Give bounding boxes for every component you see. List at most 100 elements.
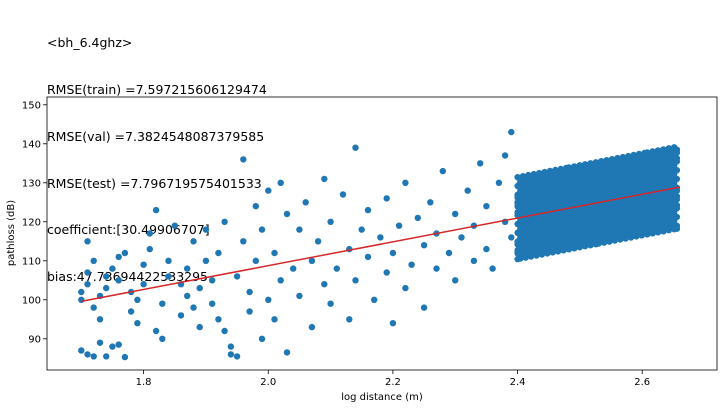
- x-tick-label: 1.8: [136, 377, 152, 388]
- scatter-point: [514, 194, 521, 201]
- scatter-point: [549, 240, 556, 247]
- scatter-point: [587, 227, 594, 234]
- scatter-point: [635, 153, 643, 161]
- scatter-point: [592, 159, 600, 166]
- scatter-point: [584, 175, 591, 182]
- scatter-point: [617, 180, 624, 188]
- x-tick-label: 2.6: [634, 377, 650, 388]
- scatter-point: [514, 203, 521, 210]
- scatter-point: [389, 320, 397, 327]
- scatter-point: [662, 151, 670, 158]
- scatter-point: [608, 214, 616, 221]
- scatter-point: [592, 197, 600, 204]
- scatter-point: [660, 193, 667, 200]
- scatter-point: [271, 249, 278, 257]
- scatter-point: [536, 172, 543, 180]
- scatter-point: [592, 188, 600, 195]
- scatter-point: [606, 191, 613, 198]
- scatter-point: [563, 196, 570, 204]
- scatter-point: [590, 203, 597, 210]
- scatter-point: [514, 174, 521, 181]
- scatter-point: [657, 161, 664, 168]
- scatter-point: [563, 243, 570, 251]
- scatter-point: [265, 187, 272, 194]
- y-tick-label: 150: [22, 100, 41, 111]
- scatter-point: [652, 179, 659, 187]
- scatter-point: [627, 169, 635, 177]
- scatter-point: [598, 216, 605, 223]
- scatter-point: [420, 242, 428, 249]
- scatter-point: [522, 225, 529, 232]
- scatter-point: [560, 220, 567, 228]
- scatter-point: [209, 277, 216, 284]
- scatter-point: [568, 187, 575, 194]
- scatter-point: [538, 242, 546, 249]
- scatter-point: [544, 241, 551, 248]
- scatter-point: [134, 320, 141, 327]
- scatter-point: [625, 202, 632, 209]
- scatter-point: [508, 128, 515, 136]
- scatter-point: [549, 193, 556, 200]
- scatter-point: [414, 214, 421, 222]
- scatter-point: [646, 172, 654, 179]
- scatter-point: [565, 173, 573, 180]
- scatter-point: [673, 149, 681, 156]
- scatter-point: [660, 175, 667, 182]
- scatter-point: [177, 312, 185, 319]
- scatter-point: [514, 241, 521, 248]
- scatter-point: [622, 217, 629, 225]
- scatter-point: [638, 197, 645, 204]
- x-tick-label: 2.2: [385, 377, 401, 388]
- scatter-point: [115, 277, 122, 284]
- scatter-point: [146, 245, 153, 253]
- scatter-point: [227, 351, 235, 358]
- scatter-point: [215, 316, 222, 323]
- scatter-point: [595, 202, 602, 209]
- scatter-point: [652, 209, 659, 216]
- scatter-point: [654, 185, 662, 192]
- scatter-point: [433, 265, 440, 272]
- scatter-point: [627, 216, 635, 224]
- scatter-point: [627, 225, 635, 232]
- scatter-point: [635, 221, 643, 228]
- scatter-point: [327, 300, 334, 307]
- scatter-point: [525, 183, 532, 190]
- scatter-point: [563, 234, 570, 242]
- scatter-point: [321, 281, 328, 288]
- scatter-point: [573, 194, 581, 202]
- scatter-point: [646, 180, 654, 188]
- scatter-point: [573, 177, 581, 184]
- scatter-point: [622, 170, 629, 178]
- scatter-point: [296, 226, 303, 233]
- scatter-point: [140, 261, 147, 268]
- scatter-point: [668, 159, 675, 166]
- scatter-point: [649, 195, 656, 202]
- scatter-point: [525, 230, 532, 237]
- scatter-point: [638, 205, 645, 213]
- scatter-point: [408, 261, 415, 268]
- scatter-point: [590, 212, 597, 219]
- scatter-point: [571, 210, 578, 217]
- scatter-point: [571, 218, 578, 226]
- scatter-point: [568, 225, 575, 232]
- scatter-point: [595, 164, 602, 171]
- scatter-point: [277, 179, 284, 186]
- scatter-point: [78, 347, 85, 354]
- scatter-point: [587, 198, 594, 205]
- scatter-point: [109, 343, 116, 350]
- scatter-point: [517, 217, 524, 224]
- scatter-point: [614, 166, 621, 173]
- scatter-point: [445, 249, 453, 257]
- scatter-point: [544, 203, 551, 210]
- scatter-point: [221, 218, 228, 225]
- scatter-point: [573, 186, 581, 193]
- scatter-point: [595, 211, 602, 218]
- scatter-point: [296, 292, 303, 300]
- scatter-point: [546, 179, 554, 186]
- scatter-point: [625, 155, 632, 163]
- scatter-point: [240, 156, 247, 163]
- scatter-point: [517, 226, 524, 233]
- scatter-point: [78, 288, 85, 296]
- scatter-point: [619, 203, 627, 210]
- scatter-point: [557, 197, 564, 205]
